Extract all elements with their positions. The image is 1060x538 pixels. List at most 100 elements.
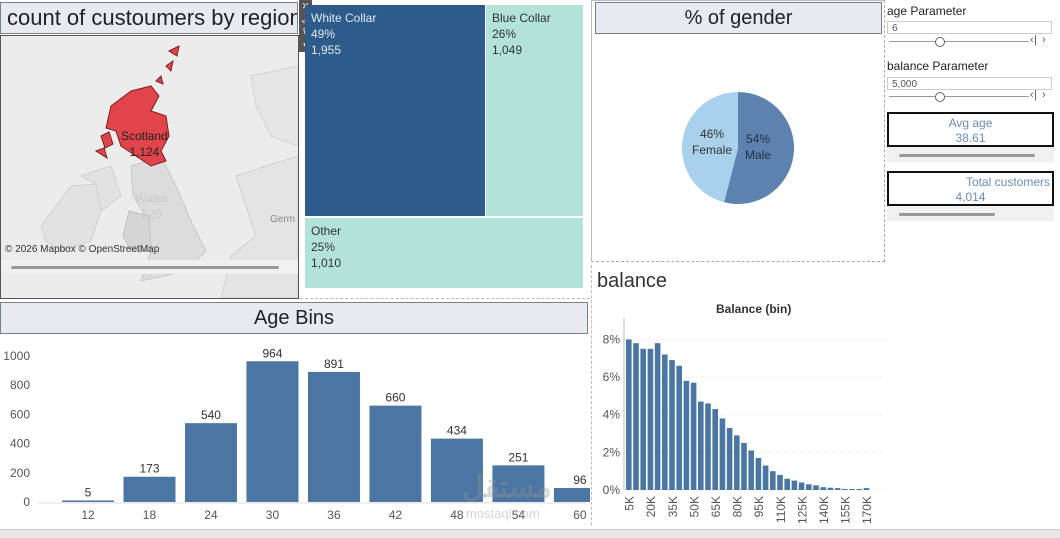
balance-bar[interactable] (827, 487, 834, 490)
kpi-scrollbar[interactable] (899, 154, 1035, 157)
balance-bar[interactable] (741, 442, 747, 490)
x-tick-label: 36 (327, 508, 341, 522)
age-bar[interactable] (369, 405, 422, 502)
germany-label: Germ (270, 214, 295, 225)
kpi-scrollbar[interactable] (899, 213, 995, 216)
decrement-icon[interactable]: ‹ (1030, 89, 1034, 101)
total-customers-card: Total customers 4,014 (887, 171, 1054, 221)
balance-bar[interactable] (798, 482, 805, 490)
map-attribution[interactable]: © 2026 Mapbox © OpenStreetMap (5, 244, 160, 255)
balance-bar[interactable] (762, 465, 769, 490)
x-tick-label: 54 (512, 508, 526, 522)
sheet-tabs-bar[interactable] (0, 529, 1060, 538)
y-tick-label: 600 (10, 407, 30, 421)
bar-value-label: 964 (262, 346, 282, 360)
map-scrollbar[interactable] (11, 266, 279, 269)
divider (591, 265, 592, 525)
balance-bar[interactable] (683, 380, 690, 490)
balance-bar[interactable] (726, 427, 733, 490)
balance-bar[interactable] (777, 474, 783, 490)
map-view[interactable]: Scotland 1,124 Wales 520 Germ © 2026 Map… (0, 35, 299, 299)
balance-bar[interactable] (770, 471, 776, 490)
balance-parameter-label: balance Parameter (887, 59, 989, 73)
gender-pie[interactable] (680, 90, 796, 206)
age-bar[interactable] (123, 476, 176, 502)
balance-bar[interactable] (748, 450, 754, 490)
x-tick-label: 125K (795, 496, 809, 524)
balance-chart[interactable]: 0% 2% 4% 6% 8% 5K 20K 35K 50K 65K 80K 95K 110K 125K 14… (594, 318, 886, 528)
gender-title: % of gender (595, 2, 882, 34)
decrement-icon[interactable]: ‹ (1030, 34, 1034, 46)
balance-bar[interactable] (654, 343, 661, 490)
avg-age-label: Avg age (948, 116, 993, 130)
balance-bar[interactable] (863, 488, 870, 490)
bar-value-label: 173 (139, 462, 159, 476)
x-tick-label: 12 (81, 508, 95, 522)
total-customers-label: Total customers (965, 175, 1050, 189)
age-bar[interactable] (492, 465, 545, 502)
pie-slice-female[interactable] (682, 92, 738, 203)
age-bar[interactable] (430, 438, 483, 502)
map-scroll-track[interactable] (1, 260, 298, 274)
age-bar[interactable] (553, 487, 590, 502)
age-slider-thumb[interactable] (935, 37, 946, 47)
balance-bar[interactable] (849, 489, 855, 490)
balance-bar[interactable] (856, 489, 862, 490)
treemap-cell-white-collar[interactable]: White Collar 49% 1,955 (305, 5, 485, 216)
increment-icon[interactable]: › (1042, 89, 1046, 101)
balance-bar[interactable] (705, 403, 711, 490)
age-parameter-slider[interactable]: ‹ | › (887, 34, 1057, 48)
bar-value-label: 540 (201, 408, 221, 422)
avg-age-value: 38.61 (955, 131, 986, 145)
x-tick-label: 30 (266, 508, 280, 522)
x-tick-label: 50K (687, 496, 701, 517)
balance-bar[interactable] (734, 435, 740, 490)
slider-end-icon: | (1034, 34, 1037, 46)
balance-bar[interactable] (698, 401, 704, 490)
balance-bar[interactable] (834, 488, 841, 490)
y-tick-label: 1000 (3, 349, 30, 363)
balance-bar[interactable] (784, 478, 790, 490)
x-tick-label: 110K (774, 496, 788, 523)
balance-parameter-input[interactable]: 5,000 (887, 77, 1052, 90)
age-bar[interactable] (184, 423, 237, 502)
age-bins-chart[interactable]: 0 200 400 600 800 1000 5 12 173 18 540 24 964 30 891 36… (0, 336, 590, 526)
age-bar[interactable] (307, 371, 360, 502)
balance-bar[interactable] (662, 354, 668, 490)
balance-bar[interactable] (626, 339, 632, 490)
age-bar[interactable] (62, 500, 114, 503)
age-bar[interactable] (246, 361, 299, 502)
balance-bar[interactable] (755, 458, 762, 490)
balance-bar[interactable] (712, 409, 718, 490)
gender-panel (591, 0, 885, 262)
balance-slider-thumb[interactable] (935, 92, 946, 102)
balance-bar[interactable] (690, 382, 697, 490)
x-tick-label: 155K (839, 496, 853, 524)
age-parameter-input[interactable]: 6 (887, 21, 1052, 34)
pie-slice-male[interactable] (724, 92, 794, 204)
x-tick-label: 48 (450, 508, 464, 522)
avg-age-box: Avg age 38.61 (887, 112, 1054, 147)
balance-parameter-slider[interactable]: ‹ | › (887, 89, 1057, 103)
treemap-cell-blue-collar[interactable]: Blue Collar 26% 1,049 (486, 5, 583, 216)
balance-bar[interactable] (640, 348, 646, 490)
balance-bar[interactable] (669, 360, 675, 490)
x-tick-label: 170K (860, 496, 874, 524)
divider (300, 298, 590, 299)
balance-bar[interactable] (633, 343, 639, 490)
increment-icon[interactable]: › (1042, 34, 1046, 46)
balance-bar[interactable] (842, 489, 848, 490)
balance-bar[interactable] (813, 485, 819, 490)
bar-value-label: 660 (385, 391, 405, 405)
balance-bar[interactable] (647, 348, 654, 490)
y-tick-label: 0 (23, 495, 30, 509)
balance-bar[interactable] (820, 487, 826, 490)
balance-bar[interactable] (676, 365, 682, 490)
map-canvas[interactable] (1, 36, 298, 298)
balance-bar[interactable] (719, 418, 726, 490)
balance-bar[interactable] (791, 480, 798, 490)
bar-value-label: 251 (508, 450, 528, 464)
treemap-cell-other[interactable]: Other 25% 1,010 (305, 218, 583, 288)
y-tick-label: 4% (603, 408, 621, 422)
balance-bar[interactable] (806, 484, 812, 490)
